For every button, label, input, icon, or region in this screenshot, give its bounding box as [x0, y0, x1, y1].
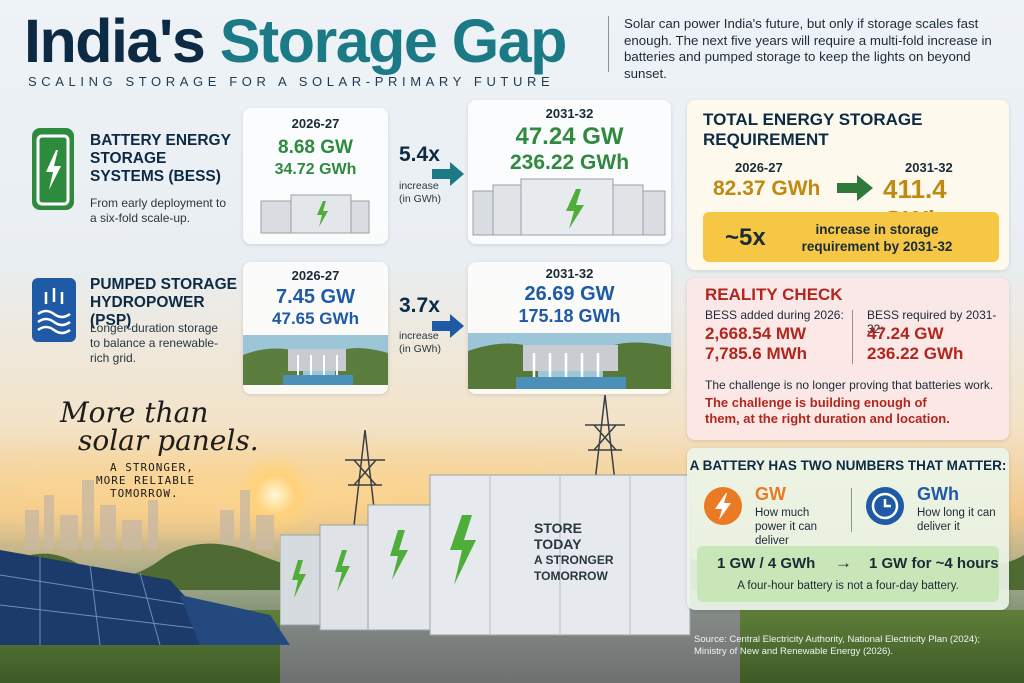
total-callout-text: increase in storage requirement by 2031-…	[801, 222, 953, 254]
two-numbers-card: A BATTERY HAS TWO NUMBERS THAT MATTER: G…	[687, 448, 1009, 610]
power-tower-icon	[585, 395, 625, 525]
psp-year-b: 2031-32	[545, 266, 594, 281]
container-line-4: TOMORROW	[534, 569, 608, 583]
total-year-b: 2031-32	[905, 160, 953, 175]
clock-icon	[866, 487, 904, 525]
solar-panels	[0, 550, 290, 645]
equation-box: 1 GW / 4 GWh → 1 GW for ~4 hours A four-…	[697, 546, 999, 602]
two-numbers-title: A BATTERY HAS TWO NUMBERS THAT MATTER:	[689, 458, 1007, 473]
bess-year-b: 2031-32	[545, 106, 594, 121]
equation-footnote: A four-hour battery is not a four-day ba…	[737, 580, 959, 592]
bess-gw-a: 8.68 GW	[278, 137, 353, 158]
psp-gw-a: 7.45 GW	[276, 286, 355, 308]
source-note: Source: Central Electricity Authority, N…	[694, 634, 980, 657]
slogan-line-3: TOMORROW.	[110, 487, 179, 500]
bess-gwh-b: 236.22 GWh	[509, 151, 630, 174]
reality-divider	[852, 310, 853, 364]
equation-right: 1 GW for ~4 hours	[869, 555, 999, 572]
battery-containers	[280, 474, 691, 636]
total-value-a: 82.37 GWh	[713, 177, 821, 200]
reality-left-label: BESS added during 2026:	[705, 308, 844, 322]
header-divider	[608, 16, 609, 72]
psp-gwh-b: 175.18 GWh	[518, 306, 621, 326]
bess-year-a: 2026-27	[291, 116, 340, 131]
gw-label: GW	[755, 484, 786, 504]
gwh-text: How long it can deliver it	[917, 507, 996, 533]
bess-2026-card: 2026-27 8.68 GW 34.72 GWh	[243, 108, 388, 244]
reality-left-mw: 2,668.54 MW	[705, 324, 807, 343]
bess-gw-b: 47.24 GW	[515, 123, 624, 150]
slogan-line-2: MORE RELIABLE	[96, 474, 196, 487]
equation-left: 1 GW / 4 GWh	[717, 555, 816, 572]
gwh-label: GWh	[917, 484, 959, 504]
psp-gw-b: 26.69 GW	[524, 283, 615, 305]
reality-emphasis: The challenge is building enough of them…	[705, 395, 950, 426]
bess-description: From early deployment to a six-fold scal…	[90, 196, 227, 225]
reality-card: REALITY CHECK BESS added during 2026: 2,…	[687, 278, 1009, 440]
reality-right-label: BESS required by 2031-32:	[867, 308, 997, 336]
intro-text: Solar can power India's future, but only…	[624, 16, 992, 81]
reality-title: REALITY CHECK	[705, 285, 843, 304]
container-line-3: A STRONGER	[534, 553, 614, 567]
psp-description: Longer-duration storage to balance a ren…	[90, 321, 219, 365]
psp-label: PUMPED STORAGE HYDROPOWER (PSP)	[90, 276, 237, 329]
psp-2026-card: 2026-27 7.45 GW 47.65 GWh	[243, 262, 388, 394]
slogan-line-1: A STRONGER,	[110, 461, 194, 474]
arrow-right-icon	[432, 314, 464, 338]
psp-2031-card: 2031-32 26.69 GW 175.18 GWh	[468, 262, 671, 394]
power-tower-icon	[345, 430, 385, 560]
arrow-right-icon	[837, 175, 873, 201]
container-line-2: TODAY	[534, 536, 582, 552]
psp-mult-note: increase (in GWh)	[399, 330, 441, 355]
psp-gwh-a: 47.65 GWh	[272, 309, 359, 328]
reality-right-gwh: 236.22 GWh	[867, 344, 964, 363]
container-line-1: STORE	[534, 520, 582, 536]
reality-note: The challenge is no longer proving that …	[705, 378, 994, 392]
bess-label: BATTERY ENERGY STORAGE SYSTEMS (BESS)	[90, 132, 231, 185]
total-card: TOTAL ENERGY STORAGE REQUIREMENT 2026-27…	[687, 100, 1009, 270]
slogan-script-2: solar panels.	[78, 424, 259, 457]
total-year-a: 2026-27	[735, 160, 783, 175]
page-title: India's Storage Gap	[24, 7, 567, 75]
page-subtitle: SCALING STORAGE FOR A SOLAR-PRIMARY FUTU…	[28, 74, 555, 89]
container-text: STORE TODAY A STRONGER TOMORROW	[534, 520, 614, 584]
battery-icon	[32, 128, 74, 210]
reality-right-gw: 47.24 GW	[867, 324, 944, 343]
bess-mult-note: increase (in GWh)	[399, 180, 441, 205]
numbers-divider	[851, 488, 852, 532]
equation-arrow: →	[835, 553, 852, 572]
bess-multiplier: 5.4x	[399, 143, 440, 166]
lightning-icon	[704, 487, 742, 525]
city-skyline	[25, 480, 274, 550]
psp-year-a: 2026-27	[291, 268, 340, 283]
water-icon	[32, 278, 76, 342]
psp-multiplier: 3.7x	[399, 294, 440, 317]
bess-gwh-a: 34.72 GWh	[274, 161, 357, 178]
reality-left-mwh: 7,785.6 MWh	[705, 344, 808, 363]
total-title: TOTAL ENERGY STORAGE REQUIREMENT	[703, 110, 923, 149]
bess-2031-card: 2031-32 47.24 GW 236.22 GWh	[468, 100, 671, 244]
total-callout-big: ~5x	[725, 224, 766, 251]
gw-text: How much power it can deliver	[755, 507, 818, 547]
total-callout: ~5x increase in storage requirement by 2…	[703, 212, 999, 262]
arrow-right-icon	[432, 162, 464, 186]
slogan-script-1: More than	[60, 396, 209, 429]
